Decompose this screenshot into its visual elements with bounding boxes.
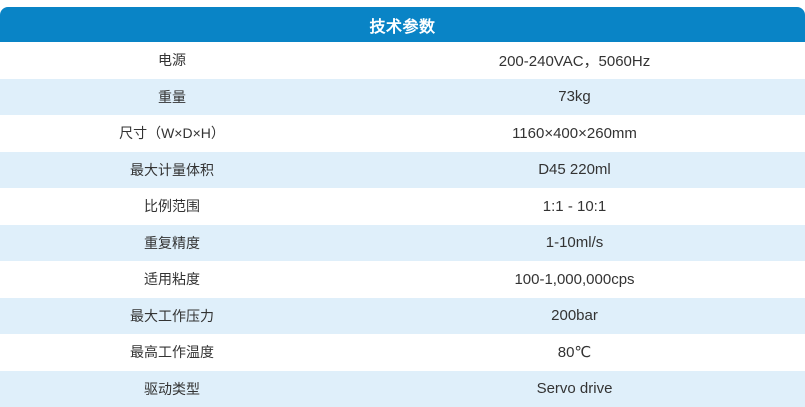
- table-row: 最大工作压力 200bar: [0, 297, 805, 334]
- param-label: 比例范围: [144, 198, 200, 215]
- table-row: 尺寸（W×D×H） 1160×400×260mm: [0, 115, 805, 152]
- param-value: Servo drive: [536, 380, 613, 398]
- table-rows: 电源 200-240VAC，5060Hz 重量 73kg 尺寸（W×D×H） 1160×4…: [0, 42, 805, 407]
- table-row: 电源 200-240VAC，5060Hz: [0, 42, 805, 79]
- param-value: D45 220ml: [538, 161, 611, 179]
- param-label: 尺寸（W×D×H）: [119, 125, 225, 142]
- table-row: 最大计量体积 D45 220ml: [0, 151, 805, 188]
- table-row: 最高工作温度 80℃: [0, 334, 805, 371]
- param-label: 驱动类型: [144, 380, 200, 397]
- table-row: 驱动类型 Servo drive: [0, 370, 805, 407]
- param-value: 200-240VAC，5060Hz: [498, 52, 651, 70]
- param-label: 适用粘度: [144, 271, 200, 288]
- param-value: 73kg: [558, 88, 591, 106]
- param-value: 1160×400×260mm: [512, 124, 637, 142]
- param-value: 1-10ml/s: [545, 234, 604, 252]
- param-label: 最高工作温度: [130, 344, 214, 361]
- param-value: 1:1 - 10:1: [542, 197, 607, 215]
- table-title: 技术参数: [0, 7, 805, 42]
- param-value: 100-1,000,000cps: [514, 270, 635, 288]
- param-label: 电源: [158, 52, 186, 69]
- param-label: 最大工作压力: [130, 307, 214, 324]
- param-value: 80℃: [557, 344, 592, 362]
- param-label: 重复精度: [144, 234, 200, 251]
- table-row: 重复精度 1-10ml/s: [0, 224, 805, 261]
- param-value: 200bar: [551, 307, 598, 325]
- param-label: 重量: [158, 88, 186, 105]
- table-row: 适用粘度 100-1,000,000cps: [0, 261, 805, 298]
- table-row: 比例范围 1:1 - 10:1: [0, 188, 805, 225]
- table-row: 重量 73kg: [0, 78, 805, 115]
- param-label: 最大计量体积: [130, 161, 214, 178]
